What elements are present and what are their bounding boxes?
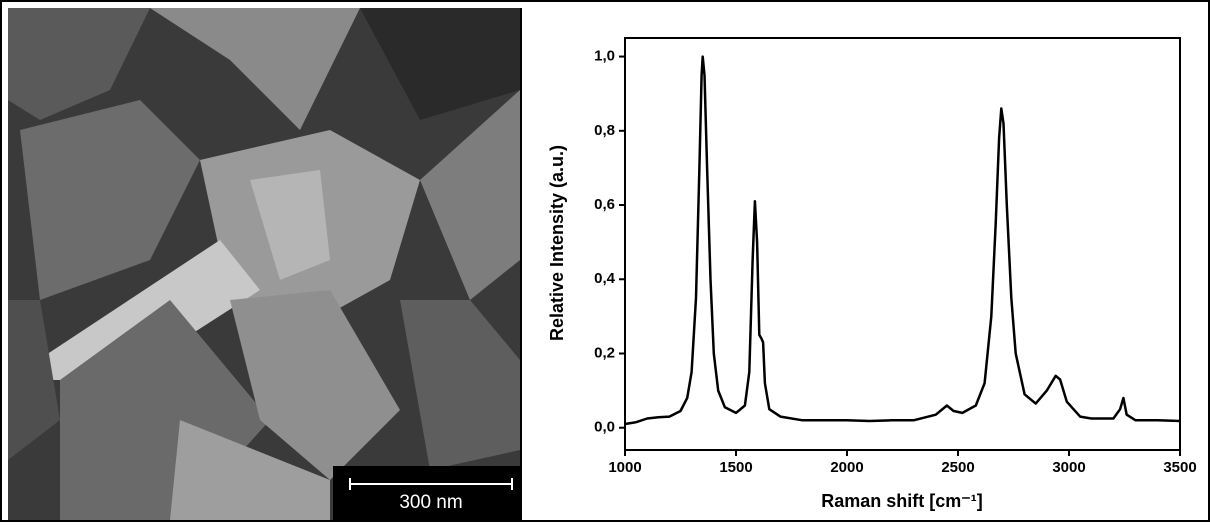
x-tick-label: 2500 (941, 459, 974, 476)
y-tick-label: 0,4 (594, 270, 616, 287)
y-tick-label: 0,0 (594, 419, 615, 436)
x-tick-label: 1000 (608, 459, 641, 476)
x-tick-label: 3500 (1163, 459, 1196, 476)
x-axis-label: Raman shift [cm⁻¹] (821, 491, 983, 511)
plot-frame (624, 37, 1181, 451)
x-tick-label: 2000 (830, 459, 863, 476)
spectrum-line (624, 55, 1181, 426)
x-tick-label: 3000 (1052, 459, 1085, 476)
divider (520, 8, 522, 520)
y-axis-label: Relative Intensity (a.u.) (547, 145, 567, 341)
y-tick-label: 0,6 (594, 196, 615, 213)
y-tick-label: 0,2 (594, 344, 615, 361)
y-tick-label: 1,0 (594, 48, 615, 65)
y-tick-label: 0,8 (594, 122, 615, 139)
x-tick-label: 1500 (719, 459, 752, 476)
sem-image: 300 nm (8, 8, 520, 520)
scale-bar-label: 300 nm (399, 492, 462, 513)
